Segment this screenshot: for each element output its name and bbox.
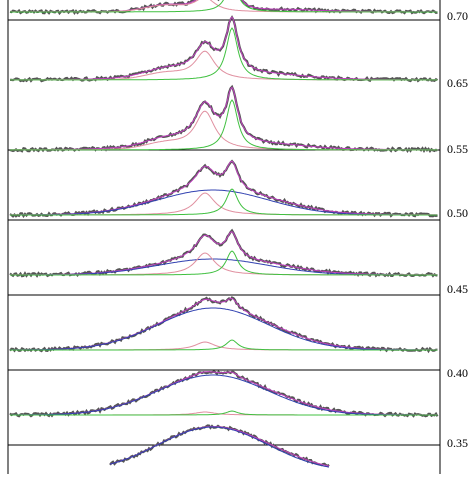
panel-label: 0.45	[447, 282, 468, 296]
panel-label: 0.65	[447, 76, 468, 90]
panel-label: 0.70	[447, 9, 468, 23]
fit-peak	[10, 250, 438, 276]
fit-peak	[10, 410, 438, 416]
fit-broad	[9, 307, 438, 351]
panel-label: 0.50	[447, 206, 468, 220]
panel-label: 0.40	[447, 366, 468, 380]
fit-peak	[10, 188, 438, 216]
fit-broad	[10, 374, 438, 416]
fit-broad	[109, 426, 330, 468]
fit-peak	[9, 99, 438, 151]
panel-label: 0.55	[447, 142, 468, 156]
panel-label: 0.35	[447, 436, 468, 450]
fit-peak	[10, 27, 438, 81]
fit-peak	[10, 339, 438, 351]
fit-peak	[10, 0, 438, 13]
